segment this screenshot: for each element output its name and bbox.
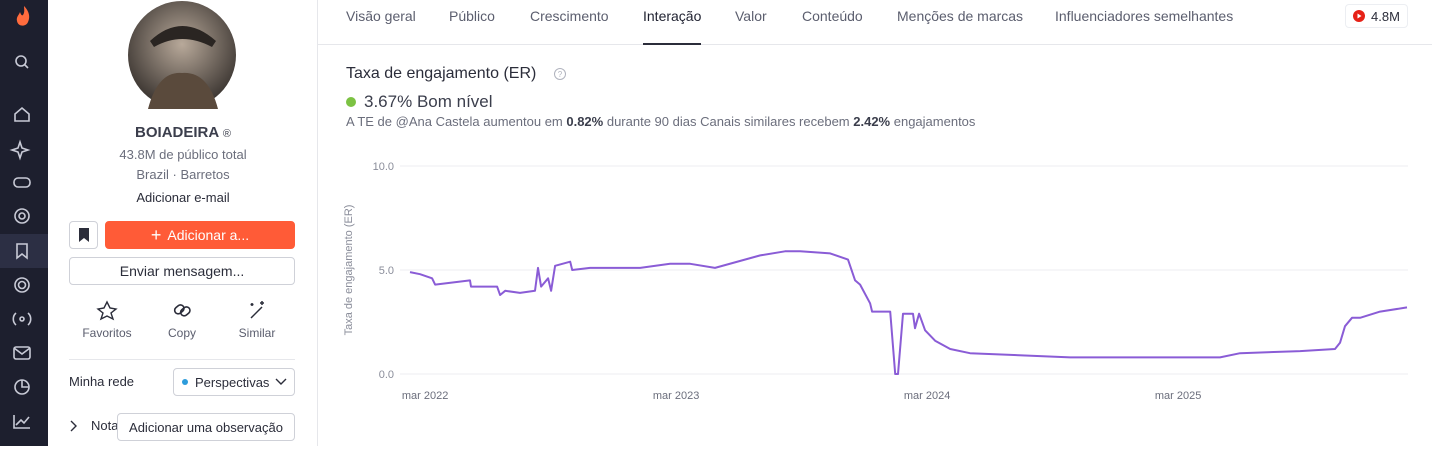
x-tick-label: mar 2025: [1155, 390, 1201, 402]
summary-value: 0.82%: [566, 114, 604, 129]
er-level: Bom nível: [416, 92, 493, 111]
action-label[interactable]: Copy: [167, 326, 196, 340]
tab[interactable]: Visão geral: [346, 8, 416, 24]
chevron: [275, 378, 287, 385]
ai-icon[interactable]: [9, 139, 31, 161]
network-label: Minha rede: [69, 374, 135, 389]
mail-icon[interactable]: [13, 346, 31, 360]
bookmark-icon: [78, 228, 89, 242]
bookmark-button[interactable]: [69, 221, 98, 249]
profile-name: BOIADEIRA: [135, 124, 219, 141]
tab[interactable]: Conteúdo: [802, 8, 863, 24]
action-label[interactable]: Favoritos: [82, 326, 132, 340]
search-icon[interactable]: [15, 55, 27, 67]
channel-badge[interactable]: 4.8M: [1345, 4, 1408, 28]
svg-text:?: ?: [558, 70, 563, 79]
tab[interactable]: Crescimento: [530, 8, 609, 24]
help-icon[interactable]: ?: [553, 67, 567, 81]
audience: 43.8M de público total: [119, 147, 247, 162]
active-tab-underline: [643, 43, 701, 45]
sidebar-icons: [0, 6, 48, 429]
message-button[interactable]: Enviar mensagem...: [69, 257, 295, 285]
broadcast-icon[interactable]: [19, 316, 25, 322]
avatar: [128, 1, 236, 109]
plus-icon: +: [150, 224, 162, 245]
expand-chevron[interactable]: [69, 420, 79, 432]
star-icon[interactable]: [96, 300, 118, 321]
radar-icon[interactable]: [14, 277, 30, 293]
chart: Taxa de engajamento (ER) 0.0 5.0 10.0 mar 2…: [343, 161, 1408, 402]
stats-icon[interactable]: [13, 415, 30, 429]
summary-text: A TE de @Ana Castela aumentou em: [346, 114, 567, 129]
logo[interactable]: [16, 6, 30, 26]
add-email[interactable]: Adicionar e-mail: [136, 190, 230, 205]
y-axis-title: Taxa de engajamento (ER): [343, 205, 355, 336]
y-tick-label: 5.0: [379, 265, 394, 277]
notes-button[interactable]: Adicionar uma observação: [117, 413, 295, 441]
tab[interactable]: Interação: [643, 8, 702, 24]
active-nav: [0, 234, 48, 268]
summary-text: durante 90 dias Canais similares recebem: [603, 114, 854, 129]
tab-bar: Visão geral Público Crescimento Interaçã…: [318, 0, 1432, 45]
summary-value: 2.42%: [853, 114, 891, 129]
add-button-label: Adicionar a...: [167, 227, 250, 243]
tab[interactable]: Menções de marcas: [897, 8, 1024, 24]
divider: [69, 359, 295, 360]
profile-name-row: BOIADEIRA ®: [48, 124, 318, 141]
er-value: 3.67%: [364, 92, 413, 111]
target-icon[interactable]: [14, 208, 30, 224]
link-icon[interactable]: [13, 177, 31, 188]
er-line: [409, 250, 1408, 375]
tab[interactable]: Público: [449, 8, 495, 24]
location: Brazil · Barretos: [136, 167, 230, 182]
network-select-label: Perspectivas: [195, 374, 270, 390]
summary-text: engajamentos: [890, 114, 976, 129]
er-row: 3.67% Bom nível: [364, 92, 493, 112]
x-tick-label: mar 2023: [653, 390, 699, 402]
summary: A TE de @Ana Castela aumentou em 0.82% d…: [346, 114, 975, 129]
action-label[interactable]: Similar: [238, 326, 276, 340]
sidebar: [0, 0, 48, 446]
bookmark-icon[interactable]: [16, 243, 28, 260]
x-tick-label: mar 2022: [402, 390, 448, 402]
y-tick-label: 10.0: [373, 161, 394, 173]
add-button[interactable]: + Adicionar a...: [105, 221, 295, 249]
tab[interactable]: Influenciadores semelhantes: [1055, 8, 1234, 24]
notes-label: Nota: [91, 418, 119, 433]
network-select[interactable]: Perspectivas: [173, 368, 295, 396]
action-icons: [96, 300, 265, 321]
x-tick-label: mar 2024: [904, 390, 950, 402]
home-icon[interactable]: [14, 106, 30, 122]
section-title: Taxa de engajamento (ER): [346, 65, 537, 82]
status-dot: [182, 379, 188, 385]
y-tick-label: 0.0: [379, 369, 394, 381]
badge: ®: [222, 128, 231, 140]
level-dot: [346, 97, 356, 107]
copy-icon[interactable]: [173, 303, 191, 317]
channel-count: 4.8M: [1371, 8, 1400, 24]
similar-icon[interactable]: [250, 301, 265, 319]
youtube-icon: [1353, 10, 1366, 22]
tab[interactable]: Valor: [735, 8, 767, 24]
